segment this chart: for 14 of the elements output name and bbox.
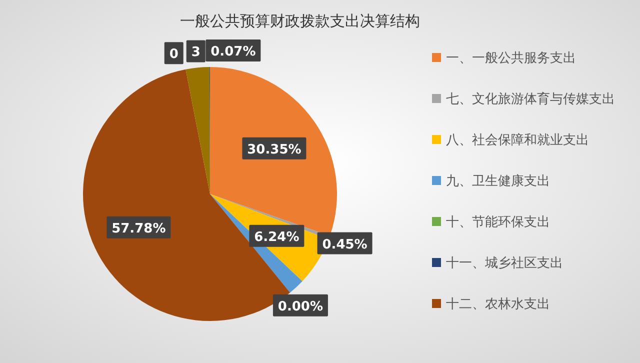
legend-label: 九、卫生健康支出 — [446, 174, 550, 189]
data-label: 0.07% — [210, 44, 256, 60]
legend-label: 七、文化旅游体育与传媒支出 — [446, 91, 615, 107]
legend-label: 十一、城乡社区支出 — [446, 256, 563, 271]
chart-title: 一般公共预算财政拨款支出决算结构 — [180, 12, 420, 30]
data-label: 0.45% — [322, 237, 368, 252]
data-label: 30.35% — [247, 142, 302, 158]
data-label: 57.78% — [112, 221, 166, 236]
legend-label: 八、社会保障和就业支出 — [446, 133, 589, 148]
legend-label: 一、一般公共服务支出 — [446, 51, 576, 66]
legend-label: 十、节能环保支出 — [446, 215, 550, 230]
data-label: 6.24% — [254, 230, 300, 245]
legend-label: 十二、农林水支出 — [446, 297, 550, 312]
data-label: 3 — [191, 45, 200, 60]
